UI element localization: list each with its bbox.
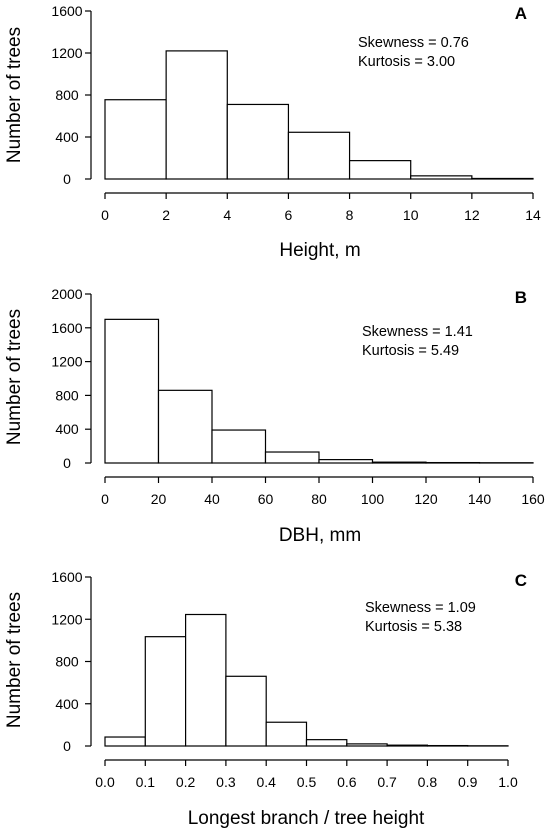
panel-c: C Skewness = 1.09 Kurtosis = 5.38 Longes… (4, 569, 527, 829)
panel-b-x-tick-label: 60 (258, 491, 274, 507)
panel-b-x-tick-label: 160 (521, 491, 545, 507)
panel-a-bar (348, 160, 412, 180)
panel-b-y-tick-label: 1200 (51, 354, 82, 370)
panel-a-letter: A (515, 4, 527, 23)
panel-c-bar (185, 613, 227, 747)
panel-b: B Skewness = 1.41 Kurtosis = 5.49 DBH, m… (4, 286, 545, 546)
panel-c-x-tick-label: 0.1 (136, 774, 156, 790)
panel-c-bar (144, 636, 187, 747)
panel-b-bar (157, 389, 213, 464)
panel-c-x-tick-label: 0.3 (216, 774, 236, 790)
panel-a-x-tick-label: 0 (101, 207, 109, 223)
panel-a-y-tick-label: 400 (55, 129, 79, 145)
panel-a-x-tick-label: 6 (285, 207, 293, 223)
panel-b-bar (104, 318, 160, 464)
panel-c-y-tick-label: 1200 (51, 611, 82, 627)
panel-c-x-tick-label: 0.9 (458, 774, 478, 790)
panel-a-bar (104, 99, 167, 180)
panel-a-plot: 0 2 4 6 8 10 12 14 0 400 800 1200 1600 (51, 3, 541, 223)
panel-c-bar (305, 739, 348, 747)
panel-b-skewness: Skewness = 1.41 (362, 324, 473, 340)
panel-c-y-tick-label: 1600 (51, 569, 82, 585)
panel-a-bar (471, 177, 534, 180)
panel-a-x-tick-label: 4 (223, 207, 231, 223)
panel-b-bar (264, 451, 320, 464)
panel-c-kurtosis: Kurtosis = 5.38 (365, 619, 462, 635)
panel-c-letter: C (515, 571, 527, 590)
panel-a-bar (165, 50, 228, 180)
panel-b-x-tick-label: 40 (204, 491, 220, 507)
panel-b-x-tick-label: 100 (361, 491, 385, 507)
panel-a-bar (226, 103, 290, 180)
panel-a-x-tick-label: 10 (403, 207, 419, 223)
panel-c-xlabel: Longest branch / tree height (188, 808, 425, 829)
panel-c-x-tick-label: 0.0 (95, 774, 115, 790)
panel-b-x-tick-label: 80 (311, 491, 327, 507)
panel-b-ylabel: Number of trees (4, 309, 25, 445)
panel-b-bar (371, 461, 427, 464)
panel-b-y-tick-label: 2000 (51, 286, 82, 302)
panel-b-y-tick-label: 400 (55, 421, 79, 437)
panel-c-bar (265, 721, 308, 747)
panel-b-xlabel: DBH, mm (279, 525, 361, 546)
panel-b-y-tick-label: 0 (63, 455, 71, 471)
panel-c-x-tick-label: 0.6 (337, 774, 357, 790)
panel-c-x-tick-label: 1.0 (498, 774, 518, 790)
panel-a-x-tick-label: 8 (346, 207, 354, 223)
panel-a-y-tick-label: 800 (55, 87, 79, 103)
panel-b-x-tick-label: 120 (414, 491, 438, 507)
panel-c-x-tick-label: 0.5 (297, 774, 317, 790)
panel-a-x-tick-label: 2 (162, 207, 170, 223)
panel-a-kurtosis: Kurtosis = 3.00 (358, 54, 455, 70)
panel-c-bar (225, 675, 267, 747)
panel-c-x-tick-label: 0.4 (256, 774, 276, 790)
panel-a-y-tick-label: 1600 (51, 3, 82, 19)
panel-c-x-tick-label: 0.8 (418, 774, 438, 790)
panel-b-bar (211, 429, 267, 464)
panel-a-xlabel: Height, m (279, 240, 360, 261)
panel-c-skewness: Skewness = 1.09 (365, 600, 476, 616)
panel-a-bar (287, 131, 351, 180)
panel-a-ylabel: Number of trees (4, 27, 25, 163)
panel-b-bar (318, 459, 374, 464)
panel-b-x-tick-label: 20 (151, 491, 167, 507)
panel-c-y-tick-label: 0 (63, 738, 71, 754)
panel-c-x-tick-label: 0.7 (377, 774, 397, 790)
panel-c-bar (104, 736, 146, 747)
panel-c-ylabel: Number of trees (4, 592, 25, 728)
panel-a-y-tick-label: 0 (63, 171, 71, 187)
panel-b-x-tick-label: 0 (101, 491, 109, 507)
panel-a-skewness: Skewness = 0.76 (358, 35, 469, 51)
panel-a-x-tick-label: 12 (464, 207, 480, 223)
panel-b-kurtosis: Kurtosis = 5.49 (362, 343, 459, 359)
panel-a-y-tick-label: 1200 (51, 45, 82, 61)
panel-c-y-tick-label: 400 (55, 696, 79, 712)
panel-c-y-tick-label: 800 (55, 654, 79, 670)
panel-b-y-tick-label: 1600 (51, 320, 82, 336)
panel-c-bar (386, 744, 429, 747)
panel-b-x-tick-label: 140 (468, 491, 492, 507)
panel-c-x-tick-label: 0.2 (176, 774, 196, 790)
panel-b-letter: B (515, 288, 527, 307)
panel-a-x-tick-label: 14 (525, 207, 541, 223)
panel-c-bar (346, 743, 388, 747)
panel-b-y-tick-label: 800 (55, 387, 79, 403)
panel-a-bar (410, 175, 473, 180)
panel-a: A Skewness = 0.76 Kurtosis = 3.00 Height… (4, 3, 541, 261)
panel-c-plot: 0.0 0.1 0.2 0.3 0.4 0.5 0.6 0.7 0.8 0.9 1.0 0 400 800… (51, 569, 518, 790)
